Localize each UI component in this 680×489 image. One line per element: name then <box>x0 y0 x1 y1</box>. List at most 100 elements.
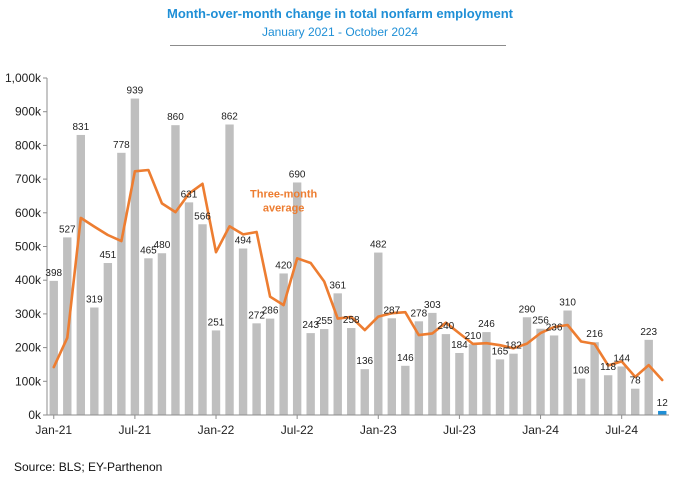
bar <box>292 182 302 415</box>
bar-data-label: 108 <box>573 366 590 377</box>
bar-data-label: 243 <box>302 320 319 331</box>
bar-data-label: 165 <box>492 346 509 357</box>
y-tick-label: 300k <box>15 307 42 321</box>
bar-data-label: 255 <box>316 316 333 327</box>
bar <box>76 134 85 415</box>
bar-data-label: 184 <box>451 340 468 351</box>
bar <box>590 342 599 415</box>
bar-data-label: 862 <box>221 112 238 123</box>
y-tick-label: 600k <box>15 206 42 220</box>
x-tick-label: Jan-22 <box>198 423 235 437</box>
bar <box>103 263 113 415</box>
bar <box>617 366 626 415</box>
bar <box>563 310 572 415</box>
bar-data-label: 251 <box>208 317 225 328</box>
bar <box>225 124 234 416</box>
bar <box>144 258 153 415</box>
bar <box>238 248 248 415</box>
bar <box>360 369 369 415</box>
bar-data-label: 256 <box>532 316 549 327</box>
y-tick-label: 900k <box>15 105 42 119</box>
bar <box>374 252 383 415</box>
bar <box>522 317 532 415</box>
bar-data-label: 631 <box>181 189 198 200</box>
bar <box>279 273 288 415</box>
y-tick-label: 700k <box>15 172 42 186</box>
bar-data-label: 278 <box>411 308 428 319</box>
x-tick-label: Jan-21 <box>35 423 72 437</box>
bar <box>63 237 72 415</box>
y-tick-label: 1,000k <box>5 71 42 85</box>
bar-data-label: 482 <box>370 240 387 251</box>
bar <box>401 365 410 415</box>
x-tick-label: Jul-21 <box>119 423 152 437</box>
bar-data-label: 831 <box>72 122 89 133</box>
y-tick-label: 800k <box>15 138 42 152</box>
y-tick-label: 100k <box>15 374 42 388</box>
bar-data-label: 12 <box>657 398 669 409</box>
bar <box>631 388 640 415</box>
bar-data-label: 778 <box>113 140 130 151</box>
bar <box>428 312 437 415</box>
bar-data-label: 78 <box>630 376 642 387</box>
chart-subtitle: January 2021 - October 2024 <box>261 25 419 39</box>
line-annotation-label: average <box>263 203 305 215</box>
bar <box>184 202 194 415</box>
bar-data-label: 290 <box>519 304 536 315</box>
bar-data-label: 246 <box>478 319 495 330</box>
x-tick-label: Jul-24 <box>605 423 638 437</box>
bar <box>414 321 424 415</box>
bar <box>157 253 167 415</box>
bar-data-label: 303 <box>424 300 441 311</box>
bar-data-label: 451 <box>100 250 117 261</box>
bar <box>130 98 140 415</box>
bar-data-label: 361 <box>329 280 346 291</box>
bar <box>117 152 126 415</box>
bar-data-label: 287 <box>383 305 400 316</box>
bar-data-label: 939 <box>127 86 144 97</box>
bar <box>658 410 667 415</box>
y-tick-label: 200k <box>15 341 42 355</box>
bar-data-label: 480 <box>154 240 171 251</box>
bar <box>549 335 559 415</box>
bar-data-label: 420 <box>275 260 292 271</box>
bar-data-label: 272 <box>248 310 265 321</box>
bar <box>333 293 342 415</box>
bar-data-label: 216 <box>586 329 603 340</box>
bar-data-label: 258 <box>343 315 360 326</box>
bar-data-label: 223 <box>640 327 657 338</box>
bar-data-label: 182 <box>505 341 522 352</box>
bar <box>347 328 356 415</box>
x-tick-label: Jul-23 <box>443 423 476 437</box>
bar <box>49 280 58 415</box>
x-tick-label: Jan-23 <box>360 423 397 437</box>
bar <box>252 323 261 415</box>
bar <box>320 329 329 415</box>
bar <box>171 125 180 416</box>
bar <box>603 375 613 415</box>
bar <box>644 339 653 415</box>
bar <box>495 359 505 415</box>
bar-data-label: 146 <box>397 353 414 364</box>
bar <box>536 328 545 415</box>
bar-data-label: 319 <box>86 294 103 305</box>
bar <box>387 318 396 415</box>
bar-data-label: 465 <box>140 245 157 256</box>
bar <box>509 353 518 415</box>
bar <box>468 344 478 415</box>
chart-title: Month-over-month change in total nonfarm… <box>167 6 513 21</box>
line-annotation-label: Three-month <box>250 189 318 201</box>
three-month-average-line <box>52 168 664 382</box>
bar <box>576 378 586 415</box>
bar-data-label: 236 <box>546 322 563 333</box>
bar <box>482 332 491 415</box>
bar-data-label: 118 <box>600 362 616 373</box>
bar-data-label: 240 <box>438 321 455 332</box>
bar <box>306 333 315 415</box>
bar-data-label: 310 <box>559 298 576 309</box>
title-divider <box>170 45 506 46</box>
bar <box>441 334 451 415</box>
bar-data-label: 136 <box>356 356 373 367</box>
bar <box>90 307 99 415</box>
